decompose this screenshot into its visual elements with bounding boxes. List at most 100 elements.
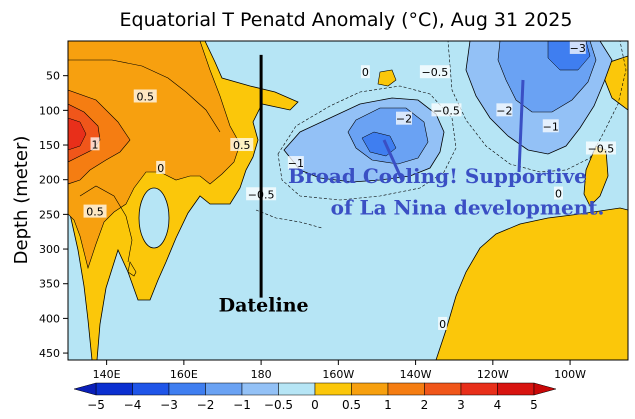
contour-label-bg xyxy=(230,138,254,152)
colorbar-label: −2 xyxy=(197,398,215,412)
warm-core-west xyxy=(68,117,87,151)
contour-label: −2 xyxy=(496,104,512,117)
annotation-text: of La Nina development. xyxy=(331,195,605,219)
y-tick-label: 400 xyxy=(39,312,60,325)
contour-label-bg xyxy=(438,316,448,330)
colorbar-low-arrow xyxy=(73,382,97,396)
contour-label: 1 xyxy=(92,138,99,151)
colorbar-swatch xyxy=(314,382,352,396)
colorbar-label: −0.5 xyxy=(264,398,293,412)
contour-label-bg xyxy=(553,186,563,200)
contour-label: −2 xyxy=(396,113,412,126)
contour-label: 0 xyxy=(362,66,369,79)
y-tick-label: 150 xyxy=(39,139,60,152)
colorbar: −5 −4 −3 −2 −1 −0.5 0 0.5 1 2 3 4 5 xyxy=(73,382,557,412)
x-tick-label: 100W xyxy=(554,368,586,381)
colorbar-label: 5 xyxy=(530,398,538,412)
contour-label-bg xyxy=(83,204,107,218)
contour-label-bg xyxy=(156,160,166,174)
x-tick-label: 120W xyxy=(477,368,509,381)
contour-label-bg xyxy=(396,111,412,125)
colorbar-swatch xyxy=(205,382,243,396)
x-tick-label: 140W xyxy=(400,368,432,381)
contour-label: −1 xyxy=(288,157,304,170)
y-tick-label: 50 xyxy=(46,70,60,83)
contour-label-bg xyxy=(585,141,616,155)
contour-label: 0 xyxy=(157,162,164,175)
colorbar-swatch xyxy=(497,382,535,396)
contour-label: −0.5 xyxy=(433,104,460,117)
warm-speck xyxy=(377,69,397,87)
contour-label: −3 xyxy=(570,42,586,55)
x-tick-label: 160E xyxy=(170,368,198,381)
colorbar-label: −5 xyxy=(87,398,105,412)
contour-label: 0 xyxy=(439,318,446,331)
warm-region-west-05 xyxy=(68,41,241,270)
colorbar-swatch xyxy=(168,382,206,396)
contour-label: −0.5 xyxy=(588,142,615,155)
colorbar-label: −1 xyxy=(233,398,251,412)
contour-label-bg xyxy=(496,103,513,117)
contour-label: 0.5 xyxy=(86,206,104,219)
plot-frame xyxy=(67,40,629,361)
y-tick-label: 350 xyxy=(39,278,60,291)
cool-region-centre-outer xyxy=(277,85,457,201)
contour-line xyxy=(79,185,133,263)
colorbar-label: −4 xyxy=(124,398,142,412)
y-tick-label: 200 xyxy=(39,174,60,187)
contour-label: 0 xyxy=(555,188,562,201)
cool-hole-west xyxy=(138,187,170,249)
colorbar-label: 1 xyxy=(384,398,392,412)
contour-label-bg xyxy=(287,156,304,170)
contour-label: 0.5 xyxy=(233,139,251,152)
y-tick-label: 450 xyxy=(39,347,60,360)
chart-title: Equatorial T Penatd Anomaly (°C), Aug 31… xyxy=(120,9,573,31)
colorbar-label: 0 xyxy=(311,398,319,412)
x-tick-label: 180 xyxy=(251,368,272,381)
annotation-arrow xyxy=(382,139,404,181)
contour-label-bg xyxy=(360,65,370,79)
contour-label: −0.5 xyxy=(422,66,449,79)
colorbar-swatch xyxy=(387,382,425,396)
contour-label-bg xyxy=(542,119,559,133)
colorbar-label: 4 xyxy=(494,398,502,412)
y-axis-ticks: 50 100 150 200 250 300 350 400 450 xyxy=(39,70,68,360)
colorbar-label: 2 xyxy=(421,398,429,412)
y-tick-label: 250 xyxy=(39,208,60,221)
y-tick-label: 300 xyxy=(39,243,60,256)
contour-label-bg xyxy=(90,137,100,151)
annotations: Broad Cooling! Supportive of La Nina deve… xyxy=(219,164,605,316)
colorbar-label: 0.5 xyxy=(342,398,361,412)
colorbar-swatch xyxy=(241,382,279,396)
contour-line xyxy=(127,261,137,277)
contour-label-bg xyxy=(133,89,157,103)
colorbar-swatch xyxy=(132,382,170,396)
warm-region-east-coast xyxy=(603,55,628,111)
y-tick-label: 100 xyxy=(39,104,60,117)
colorbar-swatch xyxy=(278,382,316,396)
cool-region-east-outer xyxy=(447,41,627,173)
x-axis-ticks: 140E 160E 180 160W 140W 120W 100W xyxy=(93,360,586,381)
colorbar-swatch xyxy=(95,382,133,396)
colorbar-swatch xyxy=(460,382,498,396)
dateline-label: Dateline xyxy=(219,294,309,316)
annotation-text: Broad Cooling! Supportive xyxy=(288,164,587,188)
x-tick-label: 140E xyxy=(93,368,121,381)
colorbar-swatch xyxy=(424,382,462,396)
annotation-arrow xyxy=(517,79,525,173)
contour-line xyxy=(68,59,221,133)
colorbar-high-arrow xyxy=(533,382,557,396)
plot-area xyxy=(68,41,628,360)
contour-label-bg xyxy=(419,65,450,79)
warm-region-east xyxy=(435,207,628,360)
y-axis-label: Depth (meter) xyxy=(11,136,32,265)
colorbar-label: 3 xyxy=(457,398,465,412)
contour-label-bg xyxy=(431,103,462,117)
x-tick-label: 160W xyxy=(322,368,354,381)
contour-line xyxy=(255,209,323,229)
contour-label: −1 xyxy=(543,120,559,133)
contour-label-bg xyxy=(569,40,586,54)
contour-label: 0.5 xyxy=(136,90,154,103)
